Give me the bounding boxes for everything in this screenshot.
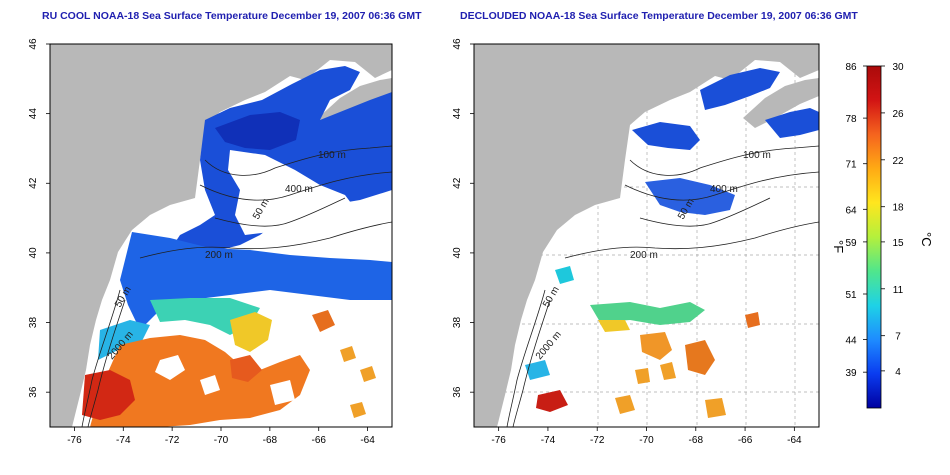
fahrenheit-tick-label: 71 bbox=[845, 160, 857, 171]
fahrenheit-tick-label: 51 bbox=[845, 290, 857, 301]
x-tick-label: -72 bbox=[165, 435, 180, 446]
x-tick-label: -72 bbox=[590, 435, 605, 446]
celsius-tick-label: 11 bbox=[893, 285, 904, 296]
y-tick-label: 38 bbox=[452, 317, 463, 329]
y-tick-label: 46 bbox=[452, 38, 463, 50]
land-mass bbox=[474, 44, 819, 427]
sst-warm-orange-2 bbox=[685, 340, 715, 375]
colorbar-gradient bbox=[866, 65, 882, 409]
x-tick-label: -68 bbox=[263, 435, 278, 446]
sst-warm-scatter bbox=[615, 362, 726, 418]
sst-cyan-patch bbox=[555, 266, 574, 284]
fahrenheit-axis-label: °F bbox=[831, 240, 846, 253]
sst-gulf-stream-warm bbox=[90, 335, 310, 427]
colorbar-ticks: 86 78 71 64 59 51 44 39 30 26 22 18 15 11 7 4 bbox=[845, 62, 904, 379]
fahrenheit-tick-label: 78 bbox=[845, 114, 857, 125]
sst-warm-red bbox=[536, 390, 568, 412]
cloud-speckles bbox=[155, 335, 392, 427]
left-map-axes: -76 -74 -72 -70 -68 -66 -64 46 44 42 40 38 36 bbox=[28, 38, 375, 446]
contour-label-100m: 100 m bbox=[743, 150, 771, 161]
x-tick-label: -64 bbox=[787, 435, 802, 446]
sst-shelf-band bbox=[120, 232, 392, 330]
contour-label-200m: 200 m bbox=[205, 250, 233, 261]
fahrenheit-tick-label: 44 bbox=[845, 336, 857, 347]
bathymetry-contours bbox=[506, 145, 819, 427]
left-sst-map: 100 m 400 m 50 m 200 m 50 m 2000 m bbox=[50, 44, 392, 427]
celsius-tick-label: 15 bbox=[892, 238, 904, 249]
sst-cold-shelf bbox=[645, 178, 735, 215]
bathymetry-contours bbox=[81, 145, 392, 427]
celsius-tick-label: 30 bbox=[892, 62, 904, 73]
sst-cold-deep bbox=[215, 112, 300, 150]
celsius-axis-label: °C bbox=[919, 232, 934, 247]
x-tick-label: -66 bbox=[311, 435, 326, 446]
celsius-tick-label: 22 bbox=[892, 156, 904, 167]
celsius-tick-label: 7 bbox=[895, 332, 901, 343]
contour-label-200m: 200 m bbox=[630, 250, 658, 261]
sst-scatter-warm bbox=[340, 346, 376, 418]
sst-cyan-patch-2 bbox=[525, 360, 550, 380]
land-mass-nova-scotia bbox=[743, 78, 819, 128]
contour-label-400m: 400 m bbox=[710, 184, 738, 195]
sst-eddy-orange-2 bbox=[312, 310, 335, 332]
sst-warm-yellow bbox=[230, 312, 272, 352]
x-tick-label: -70 bbox=[214, 435, 229, 446]
sst-slope-green bbox=[590, 302, 705, 325]
sst-cold-north bbox=[700, 68, 780, 110]
sst-warm-orange bbox=[640, 332, 672, 360]
sst-gulf-stream-hot bbox=[82, 370, 135, 420]
y-tick-label: 40 bbox=[28, 247, 39, 259]
y-tick-label: 40 bbox=[452, 247, 463, 259]
sst-cold-gulf-maine bbox=[632, 122, 700, 150]
left-panel-title: RU COOL NOAA-18 Sea Surface Temperature … bbox=[42, 10, 422, 22]
sst-slope-cyan bbox=[98, 320, 150, 360]
fahrenheit-tick-label: 64 bbox=[845, 205, 857, 216]
sst-cloud-patch bbox=[228, 150, 360, 235]
y-tick-label: 44 bbox=[452, 108, 463, 120]
celsius-tick-label: 26 bbox=[892, 109, 904, 120]
sst-eddy-orange bbox=[230, 355, 262, 382]
y-tick-label: 38 bbox=[28, 317, 39, 329]
y-tick-label: 46 bbox=[28, 38, 39, 50]
right-panel-title: DECLOUDED NOAA-18 Sea Surface Temperatur… bbox=[460, 10, 858, 22]
x-tick-label: -64 bbox=[360, 435, 375, 446]
y-tick-label: 42 bbox=[452, 177, 463, 189]
celsius-tick-label: 18 bbox=[892, 203, 904, 214]
fahrenheit-tick-label: 39 bbox=[845, 368, 857, 379]
y-tick-label: 44 bbox=[28, 108, 39, 120]
fahrenheit-tick-label: 86 bbox=[845, 62, 857, 73]
x-tick-label: -74 bbox=[116, 435, 131, 446]
y-tick-label: 36 bbox=[452, 386, 463, 398]
x-tick-label: -74 bbox=[541, 435, 556, 446]
right-map-axes: -76 -74 -72 -70 -68 -66 -64 46 44 42 40 38 36 bbox=[452, 38, 802, 446]
sst-cold-scotian bbox=[765, 108, 819, 138]
contour-label-400m: 400 m bbox=[285, 184, 313, 195]
x-tick-label: -76 bbox=[67, 435, 82, 446]
y-tick-label: 36 bbox=[28, 386, 39, 398]
contour-label-100m: 100 m bbox=[318, 150, 346, 161]
colorbar: °F °C 86 78 71 64 59 51 44 39 30 26 22 18 15 11 7 4 bbox=[831, 62, 934, 409]
x-tick-label: -76 bbox=[491, 435, 506, 446]
x-tick-label: -70 bbox=[639, 435, 654, 446]
celsius-tick-label: 4 bbox=[895, 367, 901, 378]
x-tick-label: -68 bbox=[689, 435, 704, 446]
sst-warm-yellow bbox=[598, 320, 630, 332]
land-mass bbox=[50, 44, 392, 427]
x-tick-label: -66 bbox=[738, 435, 753, 446]
right-sst-map: 100 m 400 m 50 m 200 m 50 m 2000 m bbox=[474, 44, 819, 427]
y-tick-label: 42 bbox=[28, 177, 39, 189]
sst-warm-orange-3 bbox=[745, 312, 760, 328]
fahrenheit-tick-label: 59 bbox=[845, 238, 857, 249]
